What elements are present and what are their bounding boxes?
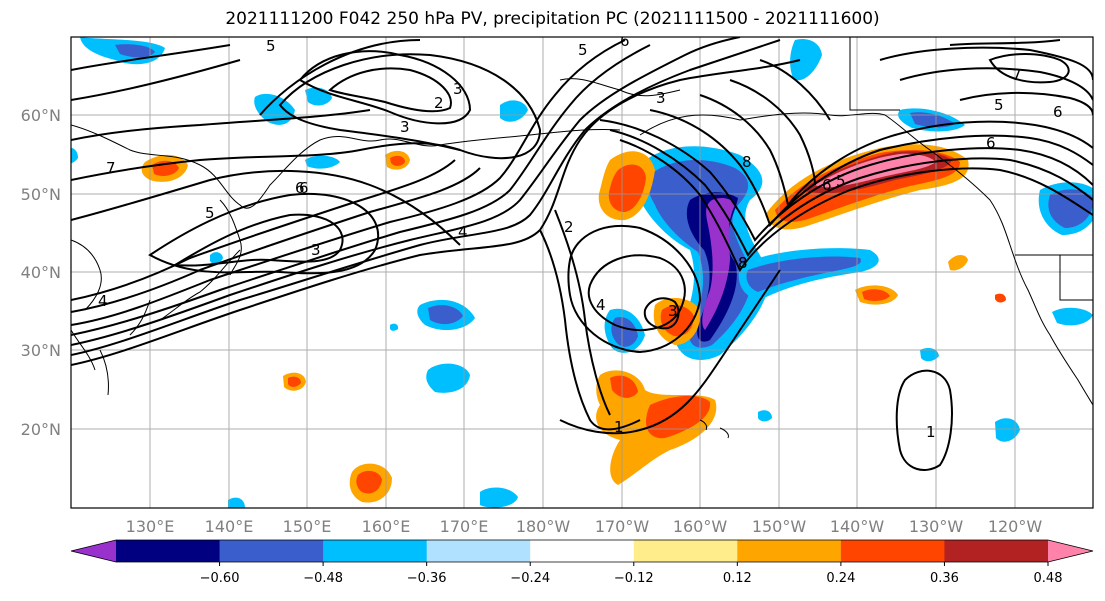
colorbar-tick-label: 0.24: [826, 571, 855, 586]
contour-label: 5: [205, 204, 215, 222]
contour-label: 6: [986, 134, 996, 152]
lon-label: 140°W: [830, 517, 885, 536]
contour-label: 1: [926, 423, 936, 441]
lon-label: 150°E: [283, 517, 332, 536]
lon-label: 140°E: [205, 517, 254, 536]
contour-label: 5: [578, 41, 588, 59]
contour-label: 6: [1053, 103, 1063, 121]
colorbar-tick-label: 0.48: [1034, 571, 1063, 586]
colorbar-segment: [530, 540, 635, 562]
colorbar-tick-label: −0.60: [200, 571, 240, 586]
map-frame: [70, 36, 1094, 509]
map-title: 2021111200 F042 250 hPa PV, precipitatio…: [225, 9, 880, 29]
lat-label: 30°N: [21, 341, 61, 360]
contour-label: 3: [400, 118, 410, 136]
lat-label: 40°N: [21, 263, 61, 282]
pv-contours: [71, 37, 1093, 471]
contour-label: 1: [614, 418, 624, 436]
contour-label: 3: [311, 241, 321, 259]
contour-label: 4: [98, 292, 108, 310]
lat-label: 50°N: [21, 185, 61, 204]
lat-label: 60°N: [21, 106, 61, 125]
contour-label: 6: [295, 179, 305, 197]
colorbar-segment: [116, 540, 221, 562]
coastlines: [71, 37, 1093, 439]
colorbar-ticks: −0.60 −0.48 −0.36 −0.24 −0.12 0.12 0.24 0.36 0.4…: [200, 562, 1063, 586]
lon-label: 120°W: [988, 517, 1043, 536]
colorbar-tick-label: 0.36: [930, 571, 959, 586]
lon-label: 130°W: [909, 517, 964, 536]
colorbar-segment: [737, 540, 842, 562]
contour-label: 7: [1012, 66, 1022, 84]
lat-label: 20°N: [21, 420, 61, 439]
colorbar-extend-high: [1048, 540, 1093, 562]
colorbar-tick-label: −0.48: [303, 571, 343, 586]
colorbar: [70, 539, 1094, 563]
contour-label: 3: [668, 302, 678, 320]
contour-label: 5: [994, 96, 1004, 114]
colorbar-segment: [944, 540, 1049, 562]
colorbar-tick-label: −0.24: [510, 571, 550, 586]
contour-label: 6: [299, 179, 309, 197]
contour-label: 8: [742, 153, 752, 171]
colorbar-segment: [840, 540, 945, 562]
contour-labels: 5 6 6 2 3 3 7 6 5 3 4 4 5 2 4 3 8 5 6 5 …: [98, 32, 1063, 441]
contour-label: 6: [822, 176, 832, 194]
contour-label: 2: [434, 94, 444, 112]
contour-label: 4: [458, 223, 468, 241]
lon-label: 180°W: [516, 517, 571, 536]
contour-label: 3: [656, 89, 666, 107]
lon-label: 130°E: [126, 517, 175, 536]
colorbar-segment: [323, 540, 428, 562]
contour-label: 3: [453, 80, 463, 98]
colorbar-tick-label: 0.12: [723, 571, 752, 586]
contour-label: 5: [266, 37, 276, 55]
contour-label: 6: [620, 32, 630, 50]
lon-label: 160°W: [673, 517, 728, 536]
latitude-labels: 60°N 50°N 40°N 30°N 20°N: [21, 106, 61, 439]
lon-label: 150°W: [752, 517, 807, 536]
colorbar-outline: [70, 539, 1094, 563]
lon-label: 170°W: [595, 517, 650, 536]
colorbar-segment: [633, 540, 738, 562]
colorbar-tick-label: −0.12: [614, 571, 654, 586]
colorbar-tick-label: −0.36: [407, 571, 447, 586]
contour-label: 4: [596, 296, 606, 314]
colorbar-extend-low: [71, 540, 116, 562]
colorbar-segment: [219, 540, 324, 562]
contour-label: 8: [738, 254, 748, 272]
lon-label: 170°E: [440, 517, 489, 536]
contour-label: 2: [564, 218, 574, 236]
contour-label: 7: [106, 159, 116, 177]
lon-label: 160°E: [362, 517, 411, 536]
longitude-labels: 130°E 140°E 150°E 160°E 170°E 180°W 170°…: [126, 517, 1043, 536]
contour-label: 5: [836, 172, 846, 190]
colorbar-segment: [426, 540, 531, 562]
